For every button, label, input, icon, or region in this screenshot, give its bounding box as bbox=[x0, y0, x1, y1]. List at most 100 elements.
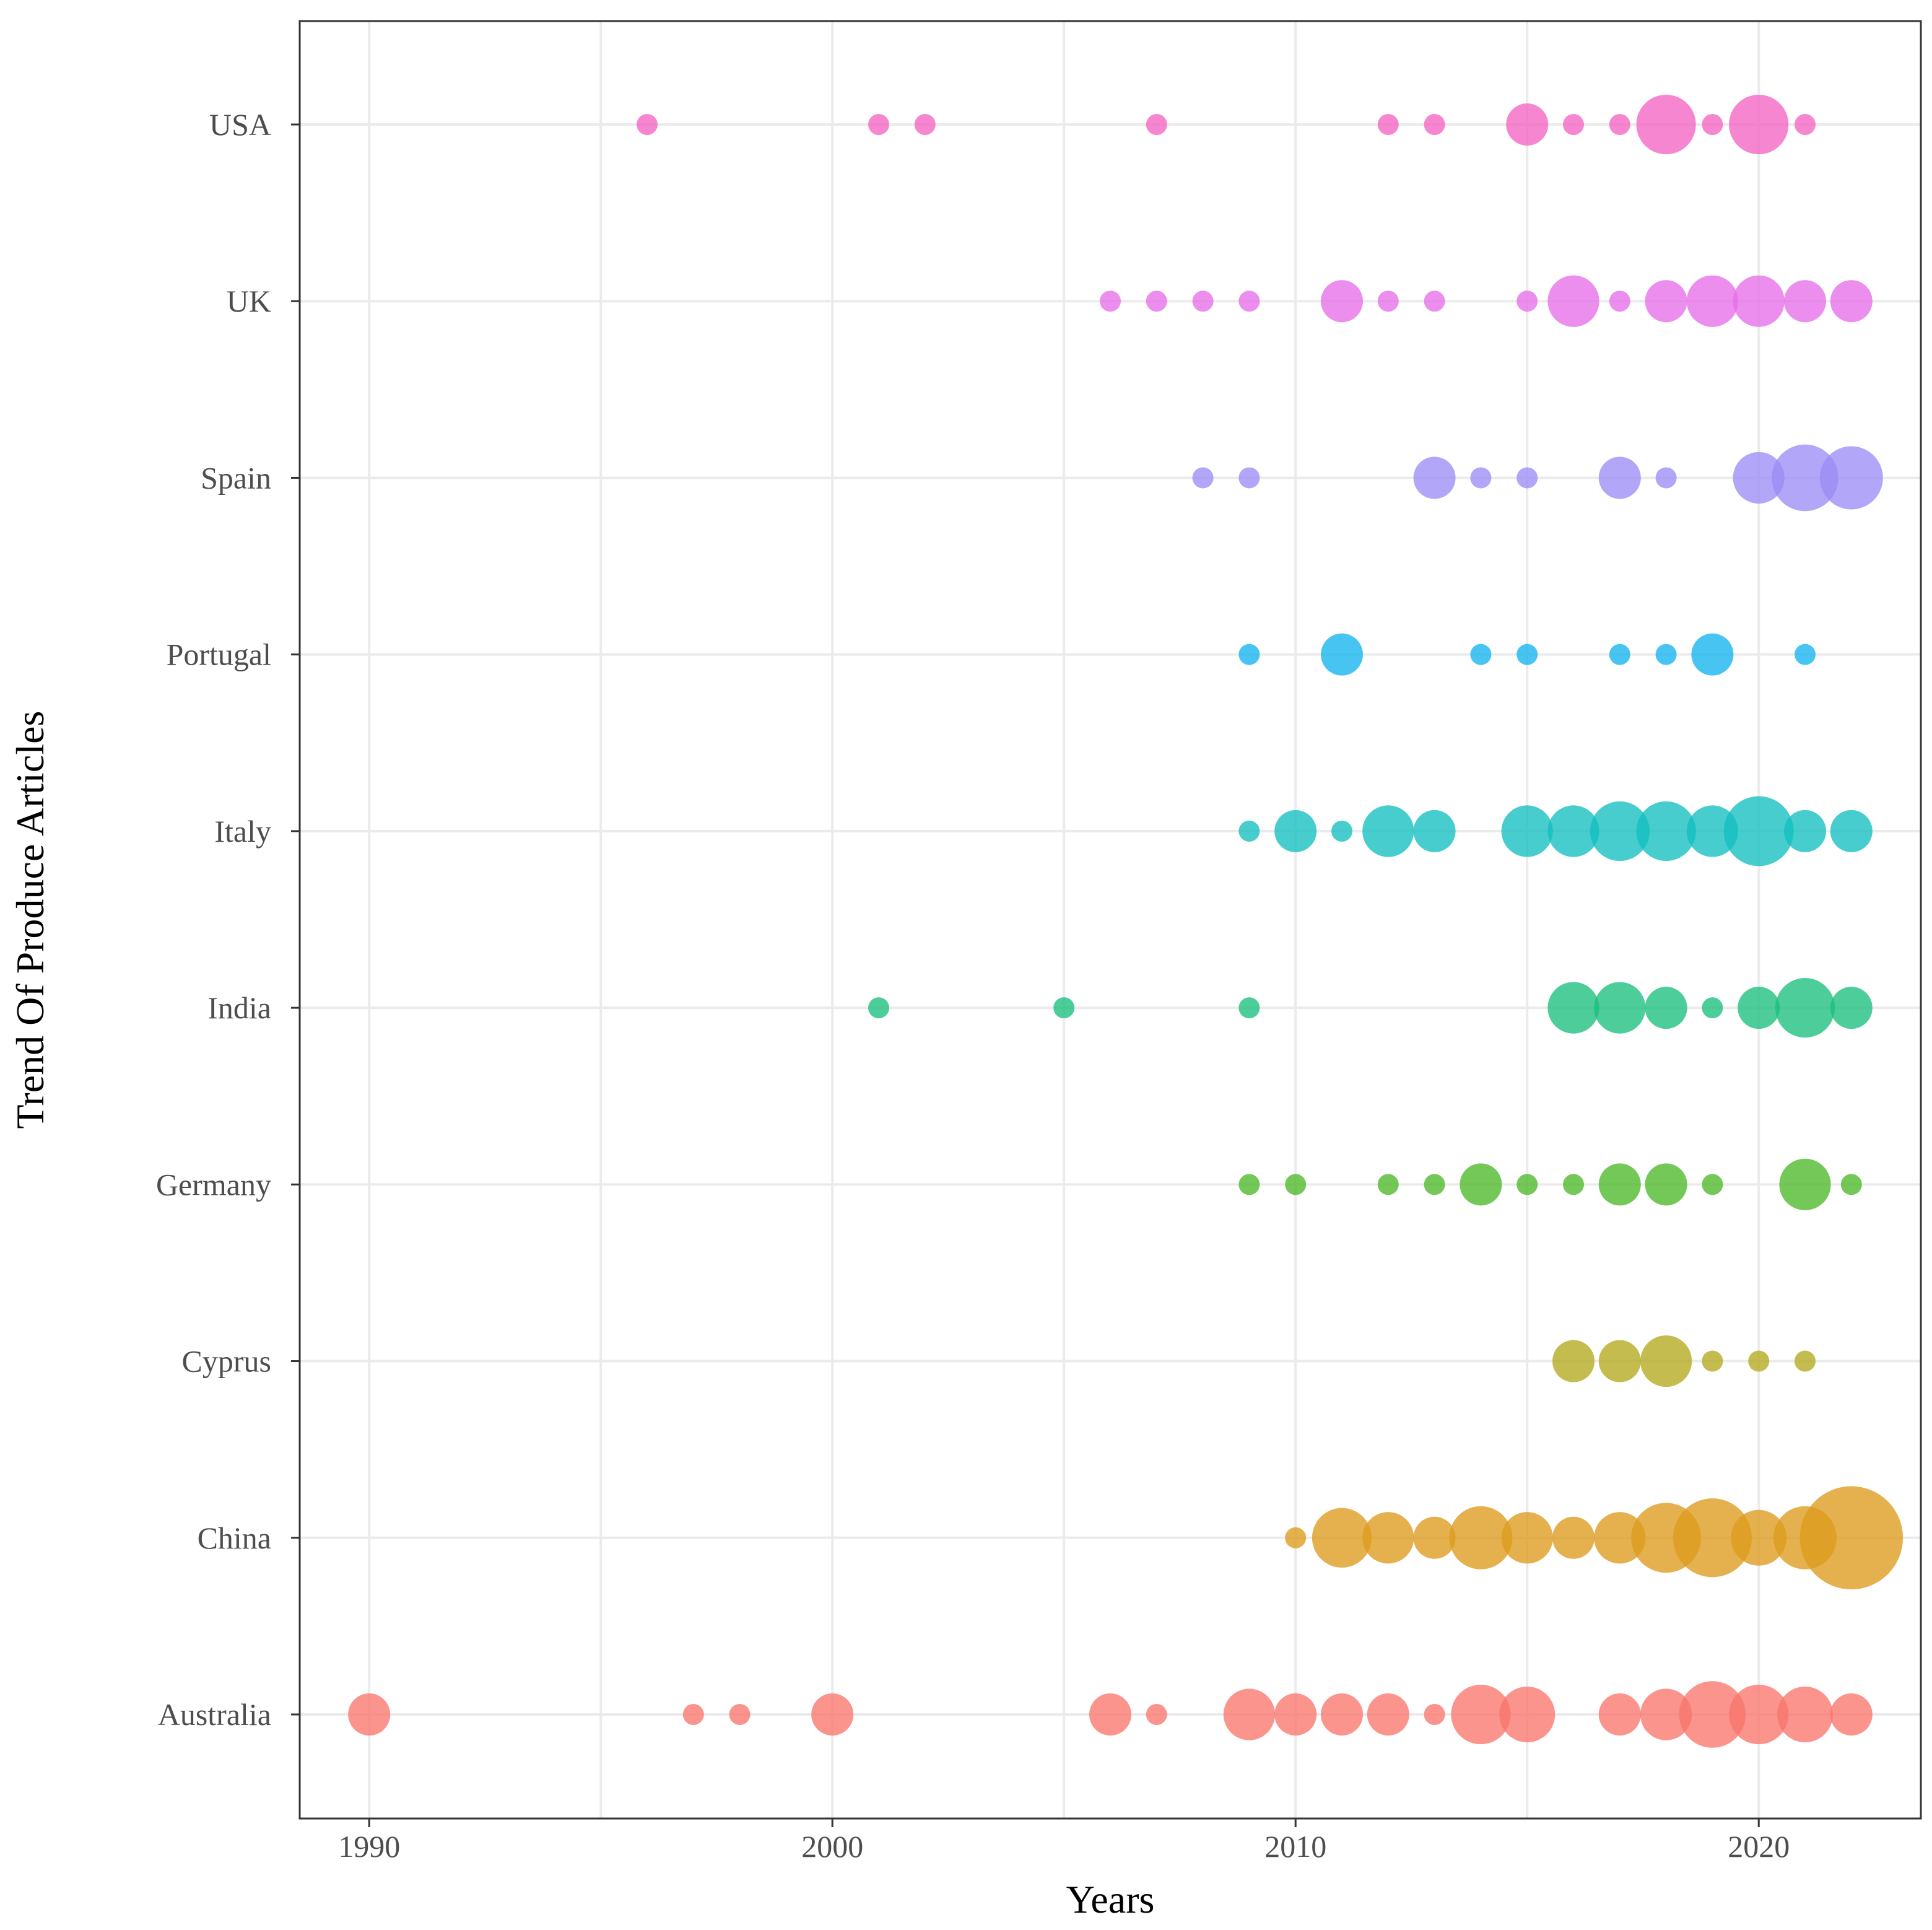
bubble-point bbox=[1413, 810, 1456, 852]
bubble-point bbox=[1470, 644, 1492, 665]
bubble-point bbox=[1679, 1681, 1746, 1748]
bubble-point bbox=[868, 114, 889, 135]
bubble-point bbox=[1702, 1350, 1723, 1372]
bubble-point bbox=[1238, 467, 1260, 489]
bubble-point bbox=[1563, 1174, 1584, 1195]
bubble-point bbox=[1830, 987, 1873, 1029]
bubble-point bbox=[1655, 467, 1677, 489]
bubble-point bbox=[1702, 1174, 1723, 1195]
bubble-point bbox=[1640, 1688, 1692, 1740]
bubble-point bbox=[1673, 1498, 1752, 1578]
plot-panel-border bbox=[298, 20, 1922, 1820]
bubble-point bbox=[1223, 1688, 1275, 1740]
bubble-point bbox=[1274, 810, 1317, 852]
bubble-point bbox=[1424, 1174, 1445, 1195]
bubble-point bbox=[1784, 280, 1826, 323]
y-tick-label: Cyprus bbox=[182, 1344, 271, 1379]
bubble-point bbox=[1501, 805, 1553, 857]
bubble-point bbox=[1460, 1163, 1502, 1206]
bubble-point bbox=[1424, 290, 1445, 312]
bubble-point bbox=[1321, 280, 1363, 323]
bubble-point bbox=[1424, 1704, 1445, 1725]
bubble-point bbox=[1552, 1516, 1595, 1559]
bubble-point bbox=[1691, 633, 1734, 676]
bubble-point bbox=[1645, 1163, 1687, 1206]
bubble-point bbox=[1424, 114, 1445, 135]
bubble-point bbox=[1598, 1693, 1641, 1736]
y-tick-label: Portugal bbox=[167, 637, 271, 672]
x-tick-label: 2000 bbox=[801, 1829, 863, 1864]
y-tick-label: USA bbox=[209, 107, 271, 142]
bubble-point bbox=[1775, 978, 1835, 1038]
bubble-point bbox=[868, 997, 889, 1019]
bubble-point bbox=[1331, 820, 1352, 842]
bubble-point bbox=[1089, 1693, 1131, 1736]
x-tick-label: 1990 bbox=[338, 1829, 400, 1864]
bubble-point bbox=[1238, 820, 1260, 842]
bubble-point bbox=[1594, 1512, 1646, 1564]
bubble-point bbox=[1377, 290, 1399, 312]
x-tick-label: 2010 bbox=[1264, 1829, 1326, 1864]
bubble-point bbox=[1777, 1687, 1833, 1742]
bubble-point bbox=[637, 114, 658, 135]
bubble-point bbox=[1645, 987, 1687, 1029]
y-tick-label: UK bbox=[227, 284, 271, 318]
bubble-point bbox=[1840, 1174, 1862, 1195]
bubble-point bbox=[1285, 1527, 1307, 1548]
bubble-point bbox=[1598, 1340, 1641, 1382]
bubble-point bbox=[1640, 1335, 1692, 1387]
bubble-point bbox=[1729, 1684, 1789, 1745]
bubble-point bbox=[1321, 633, 1363, 676]
bubble-point bbox=[1547, 982, 1599, 1034]
bubble-point bbox=[1413, 1516, 1456, 1559]
bubble-point bbox=[1413, 456, 1456, 499]
bubble-point bbox=[1547, 275, 1599, 327]
bubble-point bbox=[1609, 114, 1630, 135]
bubble-point bbox=[1738, 987, 1780, 1029]
bubble-point bbox=[1779, 1158, 1831, 1210]
bubble-point bbox=[1552, 1340, 1595, 1382]
bubble-point bbox=[1362, 805, 1414, 857]
bubble-point bbox=[1053, 997, 1075, 1019]
bubble-point bbox=[1501, 1512, 1553, 1564]
bubble-point bbox=[1830, 280, 1873, 323]
bubble-point bbox=[1451, 1684, 1511, 1745]
y-tick-label: Germany bbox=[156, 1167, 271, 1202]
bubble-point bbox=[914, 114, 936, 135]
bubble-point bbox=[1819, 446, 1883, 510]
bubble-point bbox=[1686, 275, 1738, 327]
bubble-point bbox=[1723, 796, 1794, 867]
bubble-point bbox=[1312, 1508, 1372, 1568]
bubble-point bbox=[1146, 1704, 1167, 1725]
bubble-point bbox=[1702, 114, 1723, 135]
bubble-point bbox=[1516, 644, 1538, 665]
bubble-point bbox=[1238, 997, 1260, 1019]
bubble-point bbox=[1590, 801, 1650, 861]
bubble-point bbox=[1784, 810, 1826, 852]
y-tick-label: Italy bbox=[214, 814, 271, 849]
bubble-point bbox=[1609, 644, 1630, 665]
bubble-point bbox=[1547, 805, 1599, 857]
bubble-layer bbox=[348, 94, 1904, 1748]
bubble-point bbox=[1285, 1174, 1307, 1195]
bubble-point bbox=[1733, 452, 1785, 504]
bubble-point bbox=[1799, 1486, 1904, 1590]
bubble-point bbox=[1192, 467, 1214, 489]
bubble-point bbox=[1238, 644, 1260, 665]
bubble-point bbox=[1192, 290, 1214, 312]
bubble-point bbox=[682, 1704, 704, 1725]
bubble-point bbox=[1731, 1509, 1787, 1566]
bubble-point bbox=[348, 1693, 391, 1736]
bubble-point bbox=[1321, 1693, 1363, 1736]
bubble-point bbox=[1377, 114, 1399, 135]
bubble-point bbox=[1655, 644, 1677, 665]
y-axis-title: Trend Of Produce Articles bbox=[8, 711, 52, 1129]
bubble-point bbox=[1146, 290, 1167, 312]
bubble-point bbox=[1598, 1163, 1641, 1206]
bubble-point bbox=[1830, 1693, 1873, 1736]
bubble-point bbox=[1506, 103, 1549, 146]
bubble-point bbox=[1636, 94, 1696, 155]
bubble-point bbox=[1609, 290, 1630, 312]
